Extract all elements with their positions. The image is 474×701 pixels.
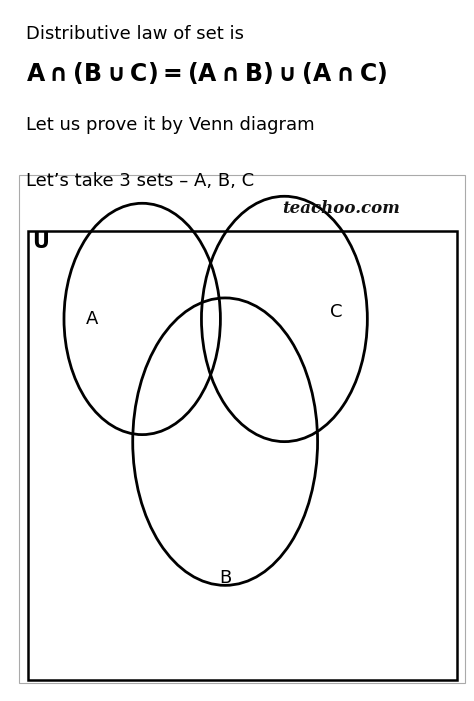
Text: B: B (219, 569, 231, 587)
Text: C: C (330, 303, 343, 321)
Text: A: A (86, 310, 99, 328)
FancyBboxPatch shape (19, 175, 465, 683)
Text: Distributive law of set is: Distributive law of set is (26, 25, 244, 43)
Bar (28, 231, 457, 680)
Text: $\mathbf{A \cap (B \cup C) = (A \cap B) \cup (A \cap C)}$: $\mathbf{A \cap (B \cup C) = (A \cap B) … (26, 60, 387, 86)
Text: Let’s take 3 sets – A, B, C: Let’s take 3 sets – A, B, C (26, 172, 254, 190)
Text: teachoo.com: teachoo.com (283, 200, 400, 217)
Text: Let us prove it by Venn diagram: Let us prove it by Venn diagram (26, 116, 315, 134)
Text: U: U (32, 232, 49, 252)
